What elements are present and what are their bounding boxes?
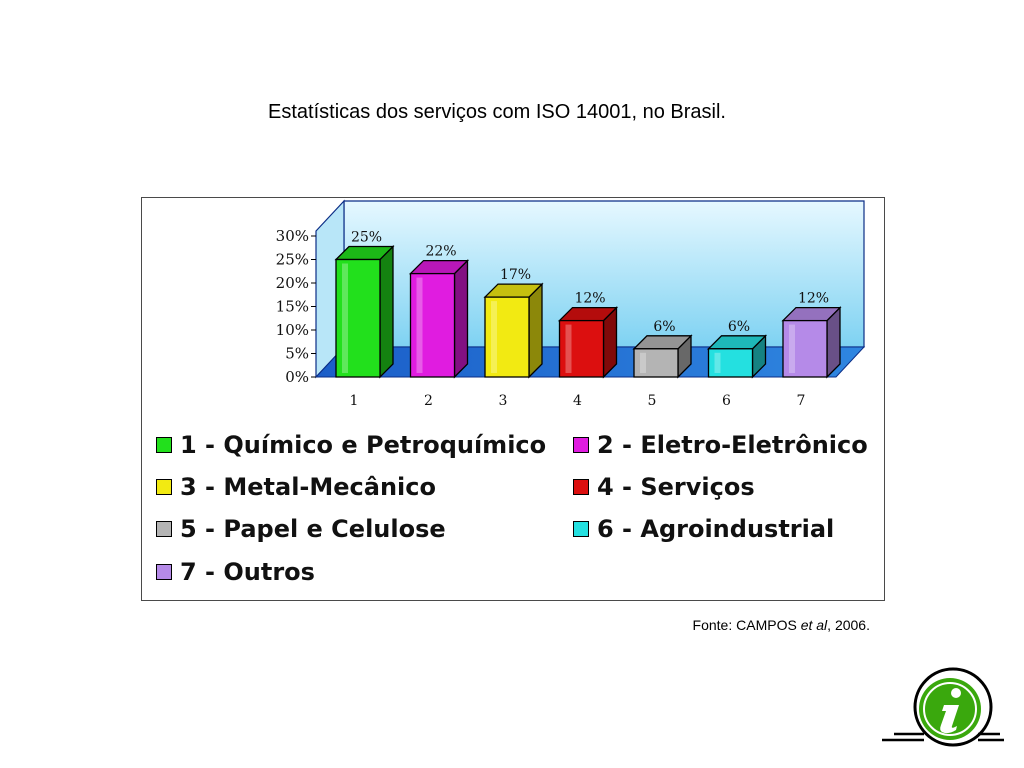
bar-side — [379, 244, 394, 379]
bar-highlight — [640, 352, 646, 373]
legend-swatch — [156, 479, 172, 495]
bar — [782, 319, 828, 378]
bar — [484, 296, 530, 378]
legend-item-1: 1 - Químico e Petroquímico — [156, 431, 546, 459]
legend-item-4: 4 - Serviços — [573, 473, 755, 501]
x-tick-label: 7 — [797, 393, 806, 409]
legend-item-5: 5 - Papel e Celulose — [156, 515, 446, 543]
legend-label: 6 - Agroindustrial — [597, 515, 835, 543]
x-tick-label: 6 — [722, 393, 731, 409]
bar — [633, 348, 679, 378]
legend-item-2: 2 - Eletro-Eletrônico — [573, 431, 868, 459]
source-suffix: , 2006. — [827, 617, 870, 633]
legend-label: 4 - Serviços — [597, 473, 755, 501]
legend-swatch — [573, 437, 589, 453]
bar-highlight — [491, 301, 497, 373]
slide-title: Estatísticas dos serviços com ISO 14001,… — [268, 101, 726, 123]
bar — [558, 319, 605, 378]
y-tick-label: 30% — [276, 227, 309, 245]
data-label: 6% — [653, 319, 675, 335]
bar-chart: 0% 5% 10% 15% 20% 25% 30% 25% 1 22% 2 17% 3 12% 4 6% 5 6%… — [276, 199, 866, 409]
legend-item-7: 7 - Outros — [156, 558, 315, 586]
x-tick-label: 3 — [499, 393, 508, 409]
y-tick-label: 15% — [276, 298, 309, 316]
data-label: 17% — [500, 267, 531, 283]
bar-side — [528, 282, 543, 379]
bar-highlight — [416, 277, 423, 373]
legend-swatch — [573, 521, 589, 537]
x-tick-label: 4 — [573, 393, 582, 409]
legend-swatch — [156, 564, 172, 580]
bar-highlight — [342, 263, 348, 373]
source-italic: et al — [800, 617, 828, 633]
y-tick-label: 5% — [285, 345, 309, 363]
data-label: 12% — [798, 291, 829, 307]
bar — [707, 348, 754, 378]
x-tick-label: 1 — [350, 393, 359, 409]
data-label: 22% — [425, 244, 456, 260]
legend-item-3: 3 - Metal-Mecânico — [156, 473, 436, 501]
x-tick-label: 5 — [648, 393, 657, 409]
bar — [335, 258, 381, 378]
bar-highlight — [714, 352, 721, 373]
legend-label: 7 - Outros — [180, 558, 315, 586]
legend-label: 5 - Papel e Celulose — [180, 515, 446, 543]
x-tick-label: 2 — [424, 393, 433, 409]
data-label: 12% — [574, 291, 605, 307]
bar — [409, 272, 456, 378]
y-tick-label: 0% — [285, 368, 309, 386]
chart-legend: 1 - Químico e Petroquímico 2 - Eletro-El… — [142, 426, 884, 596]
y-tick-label: 20% — [276, 274, 309, 292]
data-label: 25% — [351, 230, 382, 246]
legend-swatch — [156, 521, 172, 537]
legend-label: 2 - Eletro-Eletrônico — [597, 431, 868, 459]
info-icon[interactable] — [880, 664, 1006, 760]
source-prefix: Fonte: CAMPOS — [692, 617, 801, 633]
legend-item-6: 6 - Agroindustrial — [573, 515, 834, 543]
source-citation: Fonte: CAMPOS et al, 2006. — [693, 617, 870, 633]
y-tick-label: 10% — [276, 321, 309, 339]
data-label: 6% — [728, 319, 750, 335]
y-tick-label: 25% — [276, 251, 309, 269]
legend-label: 1 - Químico e Petroquímico — [180, 431, 547, 459]
legend-swatch — [156, 437, 172, 453]
bar-highlight — [789, 324, 795, 373]
chart-container: 0% 5% 10% 15% 20% 25% 30% 25% 1 22% 2 17% 3 12% 4 6% 5 6%… — [141, 197, 885, 601]
legend-swatch — [573, 479, 589, 495]
bar-side — [453, 259, 469, 379]
bar-highlight — [565, 324, 572, 373]
legend-label: 3 - Metal-Mecânico — [180, 473, 436, 501]
